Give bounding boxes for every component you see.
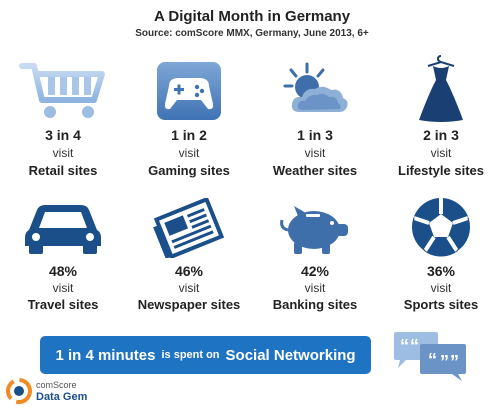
svg-text:“: “ (428, 350, 437, 370)
speech-bubbles-icon: “ “ “ ” ” (394, 332, 466, 381)
visit-label: visit (52, 281, 74, 295)
category-label: Travel sites (27, 297, 99, 312)
category-banking: 42% visit Banking sites (252, 196, 378, 316)
soccer-ball-icon (412, 198, 470, 257)
visit-label: visit (178, 146, 200, 160)
social-networking-banner: 1 in 4 minutes is spent on Social Networ… (40, 336, 371, 374)
visit-label: visit (304, 146, 326, 160)
category-label: Retail sites (28, 163, 98, 178)
stat-value: 3 in 4 (45, 127, 81, 143)
visit-label: visit (430, 281, 452, 295)
visit-label: visit (304, 281, 326, 295)
category-weather: 1 in 3 visit Weather sites (252, 60, 378, 185)
svg-text:“: “ (400, 336, 409, 356)
logo-product: Data Gem (36, 391, 88, 403)
svg-text:”: ” (440, 352, 449, 372)
stat-value: 1 in 2 (171, 127, 207, 143)
shopping-cart-icon (19, 63, 105, 118)
visit-label: visit (52, 146, 74, 160)
svg-text:“: “ (410, 336, 419, 356)
comscore-data-gem-logo: comScore Data Gem (6, 378, 96, 406)
logo-brand: comScore (36, 380, 77, 390)
visit-label: visit (430, 146, 452, 160)
stat-value: 36% (426, 263, 456, 279)
page-title: A Digital Month in Germany (153, 8, 351, 25)
category-label: Banking sites (272, 297, 358, 312)
svg-text:”: ” (450, 352, 459, 372)
stat-value: 48% (48, 263, 78, 279)
category-travel: 48% visit Travel sites (0, 196, 126, 316)
visit-label: visit (178, 281, 200, 295)
category-label: Gaming sites (148, 163, 230, 178)
piggy-bank-icon (280, 206, 348, 254)
category-newspaper: 46% visit Newspaper sites (126, 196, 252, 316)
newspaper-icon (153, 198, 225, 258)
banner-middle-text: is spent on (161, 349, 220, 361)
stat-value: 42% (300, 263, 330, 279)
category-retail: 3 in 4 visit Retail sites (0, 60, 126, 185)
category-lifestyle: 2 in 3 visit Lifestyle sites (378, 55, 504, 185)
banner-topic: Social Networking (225, 346, 356, 364)
stat-value: 1 in 3 (297, 127, 333, 143)
stat-value: 2 in 3 (423, 127, 459, 143)
weather-icon (283, 62, 348, 112)
gamepad-icon (157, 62, 221, 120)
stat-value: 46% (174, 263, 204, 279)
dress-icon (419, 55, 463, 122)
car-icon (25, 205, 101, 254)
comscore-logo-icon (6, 378, 32, 404)
category-label: Newspaper sites (137, 297, 241, 312)
category-label: Sports sites (403, 297, 479, 312)
category-sports: 36% visit Sports sites (378, 196, 504, 316)
category-label: Lifestyle sites (398, 163, 484, 178)
category-gaming: 1 in 2 visit Gaming sites (126, 60, 252, 185)
source-note: Source: comScore MMX, Germany, June 2013… (135, 28, 369, 39)
category-label: Weather sites (272, 163, 358, 178)
banner-highlight: 1 in 4 minutes (55, 346, 156, 364)
